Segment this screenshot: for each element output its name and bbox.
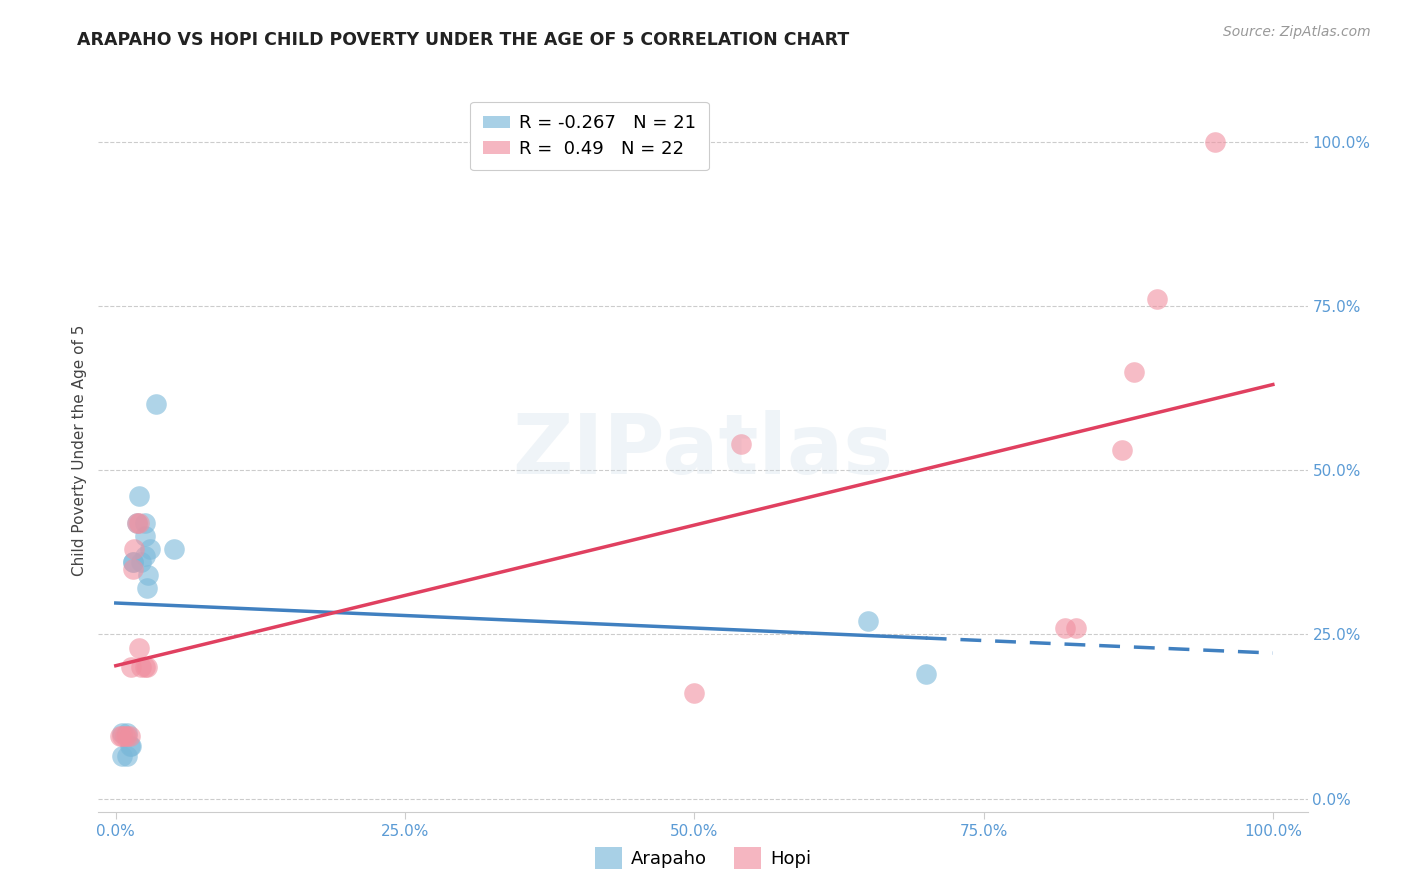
Point (136, 568, 159, 582)
Point (110, 729, 132, 743)
Point (117, 729, 139, 743)
Point (134, 660, 156, 674)
Point (125, 516, 148, 530)
Point (1111, 443, 1133, 458)
Point (1053, 621, 1076, 635)
Point (914, 666, 936, 681)
Point (136, 582, 159, 596)
Point (118, 739, 141, 753)
Point (110, 748, 132, 763)
Point (110, 726, 132, 740)
Point (110, 729, 132, 743)
Point (122, 562, 145, 576)
Point (117, 726, 139, 740)
Point (125, 516, 148, 530)
Point (129, 555, 152, 569)
Point (139, 541, 162, 556)
Point (128, 490, 150, 504)
Point (134, 529, 156, 543)
Point (122, 555, 145, 569)
Y-axis label: Child Poverty Under the Age of 5: Child Poverty Under the Age of 5 (72, 325, 87, 576)
Point (129, 660, 152, 674)
Point (1064, 621, 1087, 635)
Text: ARAPAHO VS HOPI CHILD POVERTY UNDER THE AGE OF 5 CORRELATION CHART: ARAPAHO VS HOPI CHILD POVERTY UNDER THE … (77, 31, 849, 49)
Point (114, 729, 136, 743)
Point (730, 437, 752, 451)
Legend: R = -0.267   N = 21, R =  0.49   N = 22: R = -0.267 N = 21, R = 0.49 N = 22 (470, 102, 709, 170)
Point (136, 660, 159, 674)
Text: ZIPatlas: ZIPatlas (513, 410, 893, 491)
Point (118, 729, 141, 743)
Point (128, 640, 150, 655)
Point (1146, 293, 1168, 307)
Point (145, 397, 167, 411)
Point (162, 541, 184, 556)
Point (117, 748, 139, 763)
Point (124, 541, 146, 556)
Point (683, 686, 706, 700)
Point (120, 660, 142, 674)
Point (128, 516, 150, 530)
Point (120, 739, 142, 753)
Point (856, 614, 879, 628)
Point (134, 549, 156, 563)
Point (122, 555, 145, 569)
Legend: Arapaho, Hopi: Arapaho, Hopi (588, 839, 818, 876)
Text: Source: ZipAtlas.com: Source: ZipAtlas.com (1223, 25, 1371, 39)
Point (1204, 135, 1226, 149)
Point (134, 516, 156, 530)
Point (1123, 365, 1146, 379)
